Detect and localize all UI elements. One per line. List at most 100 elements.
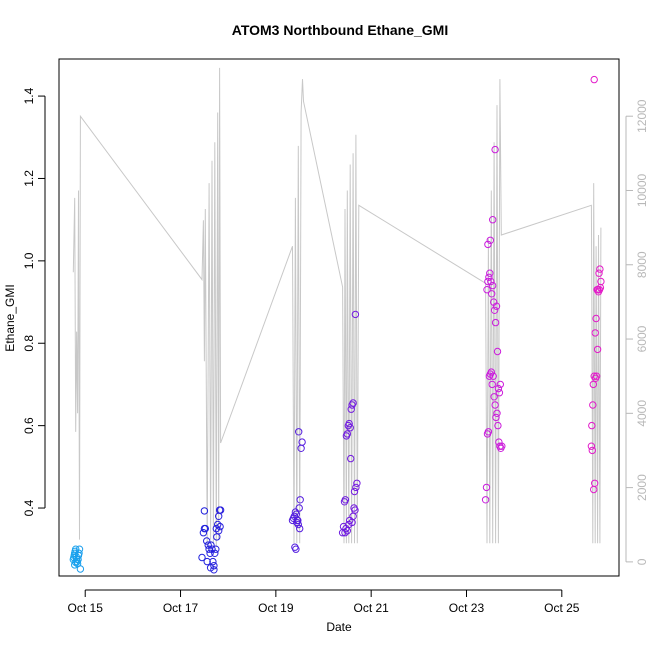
data-point [201,524,210,533]
data-point [588,446,596,455]
data-point [591,329,599,337]
x-tick-label: Oct 25 [544,601,580,615]
data-point [204,541,212,549]
data-point [492,302,501,310]
y-tick-label: 1.4 [22,87,36,104]
data-point [492,413,500,422]
data-point [199,529,208,537]
data-point [295,504,303,512]
data-point [292,545,300,553]
data-point [496,380,504,389]
data-point [596,265,604,273]
data-point [484,428,493,436]
y2-tick-label: 2000 [635,474,649,501]
data-point [485,273,493,281]
data-point [294,516,302,525]
data-point [212,545,220,553]
altitude-line [72,67,602,548]
data-point [206,549,214,557]
y-tick-label: 0.8 [22,335,36,352]
data-point [588,421,596,430]
data-point [489,281,497,290]
data-point [341,496,350,504]
plot-area [58,58,620,577]
data-point [491,318,500,327]
data-point [76,565,85,573]
data-point [75,549,83,557]
data-point [216,522,224,531]
chart-title: ATOM3 Northbound Ethane_GMI [232,22,448,38]
data-point [203,537,211,545]
data-point [590,372,598,380]
data-point [484,240,492,249]
data-point [484,277,492,286]
data-point [295,428,303,436]
data-point [490,306,499,314]
data-point [482,483,491,492]
data-point [349,512,357,520]
data-point [491,145,499,154]
data-point [294,520,302,529]
data-point [75,545,84,553]
y2-tick-label: 8000 [635,251,649,278]
data-point [494,421,502,430]
x-tick-label: Oct 21 [353,601,389,615]
data-point [596,283,605,292]
data-point [210,566,218,574]
data-point [487,368,495,376]
data-point [72,558,80,567]
x-axis-label: Date [326,620,352,634]
y2-tick-label: 4000 [635,400,649,427]
y-tick-label: 1.0 [22,252,36,269]
data-point [589,401,597,409]
data-point [203,557,211,566]
y2-tick-label: 0 [635,558,649,565]
y-tick-label: 0.4 [22,499,36,516]
x-tick-label: Oct 19 [258,601,294,615]
data-point [483,286,491,294]
data-point [298,438,306,446]
data-point [595,269,603,277]
data-point [592,314,600,323]
data-point [216,506,225,514]
data-point [353,479,361,487]
data-point [590,75,598,84]
data-point [490,393,498,401]
data-point [349,399,357,407]
data-point [592,372,601,380]
data-point [498,442,506,450]
data-point [488,290,496,298]
data-point [491,401,499,409]
data-point [198,553,206,562]
data-point [486,269,494,277]
x-tick-label: Oct 17 [163,601,199,615]
y-axis-label: Ethane_GMI [3,284,17,351]
data-point [489,216,497,224]
data-point [352,483,360,492]
data-point [489,372,497,380]
x-tick-label: Oct 15 [68,601,104,615]
data-point [493,347,502,356]
data-point [347,454,355,463]
data-point [493,409,501,417]
y2-tick-label: 12000 [635,99,649,133]
axes-layer: Oct 15 Oct 17 Oct 19 Oct 21 Oct 23 Oct 25 0.4 0… [22,87,649,615]
data-point [351,310,360,319]
y-tick-label: 0.6 [22,417,36,434]
data-point [200,507,209,515]
data-point [589,380,597,389]
data-point [487,277,495,286]
data-point [591,479,599,487]
data-point [343,430,351,438]
data-point [488,380,496,389]
points-layer [69,75,605,574]
data-point [209,557,217,566]
y-tick-label: 1.2 [22,170,36,187]
data-point [587,442,596,450]
data-point [215,527,223,535]
data-point [486,236,494,245]
data-point [296,524,304,533]
data-point [341,529,349,537]
data-point [345,419,353,428]
